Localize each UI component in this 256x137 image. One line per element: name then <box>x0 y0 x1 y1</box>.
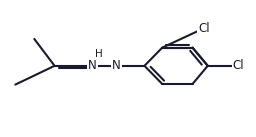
Text: N: N <box>88 59 97 72</box>
Text: H: H <box>95 49 103 59</box>
Text: Cl: Cl <box>198 22 210 35</box>
Text: Cl: Cl <box>232 59 244 72</box>
Text: N: N <box>112 59 121 72</box>
